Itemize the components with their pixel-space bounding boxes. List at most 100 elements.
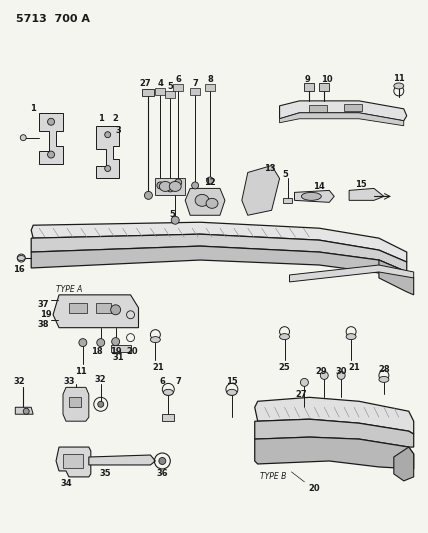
Text: 9: 9	[304, 76, 310, 84]
Text: 34: 34	[60, 479, 72, 488]
Text: 38: 38	[37, 320, 49, 329]
Circle shape	[48, 118, 54, 125]
Circle shape	[167, 185, 174, 192]
Text: 7: 7	[192, 79, 198, 88]
Bar	[165, 91, 175, 98]
Polygon shape	[31, 246, 407, 285]
Text: 8: 8	[207, 76, 213, 84]
Circle shape	[48, 151, 54, 158]
Text: 20: 20	[127, 347, 138, 356]
Text: 5: 5	[169, 210, 175, 219]
Polygon shape	[31, 234, 407, 272]
Ellipse shape	[279, 334, 289, 340]
Text: 37: 37	[37, 300, 49, 309]
Bar	[190, 88, 200, 95]
Bar	[143, 89, 155, 96]
Circle shape	[300, 378, 309, 386]
Polygon shape	[89, 455, 155, 465]
Text: 35: 35	[100, 470, 112, 479]
Bar	[304, 83, 314, 91]
Text: 19: 19	[110, 347, 122, 356]
Text: 10: 10	[321, 76, 333, 84]
Circle shape	[112, 337, 119, 345]
Polygon shape	[155, 179, 185, 196]
Circle shape	[79, 338, 87, 346]
Text: 11: 11	[75, 367, 87, 376]
Text: 5713  700 A: 5713 700 A	[16, 14, 90, 25]
Text: 3: 3	[116, 126, 122, 135]
Text: 29: 29	[315, 367, 327, 376]
Polygon shape	[255, 397, 414, 434]
Polygon shape	[56, 447, 91, 477]
Text: 6: 6	[175, 76, 181, 84]
Circle shape	[98, 401, 104, 407]
Polygon shape	[63, 387, 89, 421]
Text: 19: 19	[40, 310, 52, 319]
Polygon shape	[279, 101, 407, 121]
Circle shape	[111, 305, 121, 315]
Polygon shape	[279, 113, 404, 126]
Text: 30: 30	[336, 367, 347, 376]
Text: TYPE B: TYPE B	[260, 472, 286, 481]
Bar	[96, 303, 111, 313]
Polygon shape	[15, 407, 33, 414]
Polygon shape	[242, 166, 279, 215]
Text: 33: 33	[63, 377, 75, 386]
Ellipse shape	[163, 389, 173, 395]
Circle shape	[20, 135, 26, 141]
Ellipse shape	[195, 195, 209, 206]
Polygon shape	[31, 222, 407, 262]
Circle shape	[171, 216, 179, 224]
Circle shape	[337, 372, 345, 379]
Circle shape	[23, 408, 29, 414]
Polygon shape	[185, 188, 225, 215]
Text: 31: 31	[113, 353, 125, 362]
Circle shape	[157, 182, 164, 189]
Circle shape	[320, 372, 328, 379]
Ellipse shape	[379, 376, 389, 382]
Circle shape	[192, 182, 199, 189]
Text: 15: 15	[355, 180, 367, 189]
Circle shape	[97, 338, 105, 346]
Bar	[111, 345, 131, 352]
Ellipse shape	[17, 255, 25, 261]
Polygon shape	[255, 419, 414, 447]
Ellipse shape	[394, 83, 404, 89]
Text: 2: 2	[113, 114, 119, 123]
Ellipse shape	[301, 192, 321, 200]
Polygon shape	[96, 126, 119, 179]
Polygon shape	[53, 295, 139, 328]
Ellipse shape	[159, 181, 171, 191]
Bar	[282, 198, 292, 203]
Bar	[205, 84, 215, 91]
Text: 1: 1	[98, 114, 104, 123]
Text: 14: 14	[313, 182, 325, 191]
Ellipse shape	[227, 389, 237, 395]
Text: 20: 20	[309, 484, 320, 494]
Polygon shape	[349, 188, 384, 200]
Circle shape	[207, 177, 214, 184]
Text: 13: 13	[264, 164, 276, 173]
Text: 32: 32	[95, 375, 107, 384]
Text: 25: 25	[279, 363, 291, 372]
Text: 27: 27	[296, 390, 307, 399]
Text: TYPE A: TYPE A	[56, 285, 83, 294]
Ellipse shape	[206, 198, 218, 208]
Circle shape	[105, 166, 111, 172]
Text: 1: 1	[30, 104, 36, 114]
Text: 4: 4	[158, 79, 163, 88]
Text: 16: 16	[13, 265, 25, 274]
Bar	[155, 88, 165, 95]
Text: 5: 5	[167, 83, 173, 92]
Polygon shape	[255, 437, 414, 469]
Ellipse shape	[150, 337, 160, 343]
Bar	[309, 105, 327, 112]
Bar	[173, 84, 183, 91]
Polygon shape	[394, 447, 414, 481]
Polygon shape	[379, 260, 414, 295]
Polygon shape	[39, 113, 63, 164]
Text: 11: 11	[393, 75, 404, 84]
Text: 27: 27	[140, 79, 151, 88]
Text: 5: 5	[282, 170, 288, 179]
Circle shape	[175, 179, 182, 186]
